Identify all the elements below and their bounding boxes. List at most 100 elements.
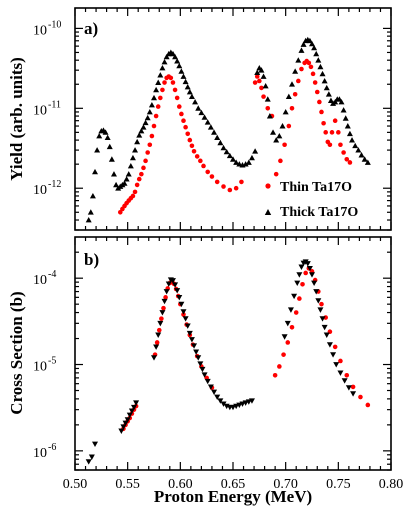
panel-b-point-thin-ta17o (350, 384, 356, 390)
panel-b-point-thick-ta17o (120, 424, 127, 430)
panel-a-point-thick-ta17o (321, 77, 328, 84)
panel-b-point-thick-ta17o (333, 362, 340, 368)
panel-a-point-thin-ta17o (296, 78, 301, 84)
panel-a-point-thin-ta17o (153, 113, 159, 119)
panel-a-point-thin-ta17o (181, 118, 186, 123)
panel-a-point-thick-ta17o (300, 41, 307, 47)
legend-thick-marker (264, 209, 272, 215)
panel-b-point-thin-ta17o (303, 270, 308, 276)
panel-a-point-thin-ta17o (341, 150, 346, 155)
panel-a-point-thick-ta17o (87, 209, 94, 215)
panel-b-point-thick-ta17o (233, 403, 240, 410)
panel-a-point-thin-ta17o (139, 171, 144, 177)
panel-b-point-thick-ta17o (92, 441, 99, 448)
panel-a-point-thick-ta17o (134, 138, 141, 145)
panel-a-point-thick-ta17o (273, 137, 280, 143)
panel-a-point-thick-ta17o (113, 181, 120, 188)
panel-a-point-thin-ta17o (289, 106, 295, 111)
panel-b-point-thin-ta17o (161, 305, 166, 311)
panel-b-point-thick-ta17o (155, 332, 162, 338)
panel-b-point-thin-ta17o (277, 364, 282, 369)
panel-a-point-thin-ta17o (179, 111, 184, 117)
panel-b-point-thick-ta17o (204, 378, 211, 385)
panel-a-point-thick-ta17o (311, 44, 318, 51)
panel-b-point-thick-ta17o (195, 355, 202, 361)
panel-a-point-thick-ta17o (157, 72, 164, 78)
panel-a-point-thin-ta17o (323, 130, 328, 135)
panel-b-point-thin-ta17o (289, 324, 295, 330)
panel-a-point-thin-ta17o (314, 89, 320, 95)
panel-a-point-thick-ta17o (138, 128, 145, 134)
panel-a-point-thick-ta17o (338, 98, 345, 105)
x-tick-label: 0.75 (326, 477, 351, 492)
panel-a-point-thick-ta17o (178, 68, 185, 74)
panel-a-point-thick-ta17o (352, 142, 359, 149)
panel-a-point-thin-ta17o (183, 124, 188, 130)
panel-b-point-thick-ta17o (311, 280, 318, 286)
panel-a-marks (85, 36, 371, 223)
panel-a-point-thick-ta17o (123, 176, 130, 182)
panel-a-point-thick-ta17o (211, 129, 218, 135)
panel-a-point-thin-ta17o (254, 74, 260, 79)
panel-a-point-thick-ta17o (214, 134, 221, 140)
panel-b-point-thin-ta17o (156, 327, 162, 333)
panel-b-point-thick-ta17o (193, 349, 200, 355)
panel-b-point-thin-ta17o (319, 301, 324, 307)
panel-b-point-thick-ta17o (180, 309, 187, 315)
panel-b-point-thick-ta17o (287, 307, 294, 313)
panel-a-point-thick-ta17o (361, 156, 368, 162)
panel-a-point-thick-ta17o (110, 171, 117, 177)
panel-a-point-thin-ta17o (194, 154, 200, 159)
x-axis-title: Proton Energy (MeV) (154, 487, 312, 506)
panel-a-point-thick-ta17o (226, 152, 233, 159)
panel-b-point-thick-ta17o (207, 384, 214, 390)
panel-a-ytick-label: 10 (33, 23, 47, 38)
panel-b-point-thick-ta17o (182, 316, 189, 322)
panel-b-marks (85, 259, 371, 465)
panel-a-point-thick-ta17o (346, 130, 353, 137)
panel-a-point-thin-ta17o (252, 80, 258, 85)
x-tick-label: 0.65 (221, 477, 246, 492)
panel-a-point-thin-ta17o (327, 142, 333, 148)
panel-a-point-thick-ta17o (298, 47, 305, 53)
panel-a-point-thin-ta17o (338, 142, 343, 148)
panel-a-point-thick-ta17o (176, 62, 183, 69)
panel-b-point-thin-ta17o (344, 373, 350, 378)
panel-b-point-thick-ta17o (309, 272, 315, 278)
panel-a-point-thin-ta17o (319, 109, 324, 115)
panel-b-point-thick-ta17o (284, 320, 291, 327)
panel-a-point-thick-ta17o (262, 83, 269, 89)
panel-a-point-thick-ta17o (140, 124, 147, 130)
panel-b-point-thick-ta17o (291, 293, 298, 300)
panel-b-point-thick-ta17o (159, 310, 166, 316)
panel-b-point-thick-ta17o (126, 412, 133, 419)
panel-a-point-thick-ta17o (186, 89, 193, 95)
panel-a-point-thick-ta17o (153, 86, 160, 93)
panel-a-point-thin-ta17o (257, 78, 262, 84)
panel-a-point-thin-ta17o (273, 171, 279, 177)
panel-a-point-thick-ta17o (172, 53, 179, 60)
panel-a-point-thick-ta17o (319, 70, 326, 77)
panel-a-point-thin-ta17o (221, 184, 226, 189)
panel-b-point-thick-ta17o (153, 344, 160, 350)
panel-b-point-thick-ta17o (165, 281, 172, 287)
panel-a-point-thin-ta17o (172, 87, 178, 93)
panel-a-point-thick-ta17o (217, 139, 224, 146)
panel-a-point-thin-ta17o (299, 66, 304, 72)
panel-b-point-thick-ta17o (315, 298, 322, 304)
panel-a-point-thin-ta17o (189, 143, 195, 149)
panel-b-point-thick-ta17o (294, 280, 301, 286)
panel-a-point-thick-ta17o (102, 129, 109, 135)
panel-a-ytick-exponent: -10 (48, 19, 61, 30)
panel-a-point-thick-ta17o (342, 115, 349, 121)
x-tick-label: 0.50 (63, 477, 88, 492)
panel-a-point-thick-ta17o (121, 180, 128, 186)
panel-b-point-thick-ta17o (214, 394, 221, 401)
panel-a-point-thin-ta17o (143, 158, 148, 164)
panel-b-point-thick-ta17o (133, 400, 140, 406)
panel-b-point-thick-ta17o (186, 330, 193, 337)
panel-b-point-thick-ta17o (118, 428, 125, 434)
panel-a-point-thick-ta17o (127, 162, 134, 169)
panel-b-point-thin-ta17o (154, 340, 160, 345)
